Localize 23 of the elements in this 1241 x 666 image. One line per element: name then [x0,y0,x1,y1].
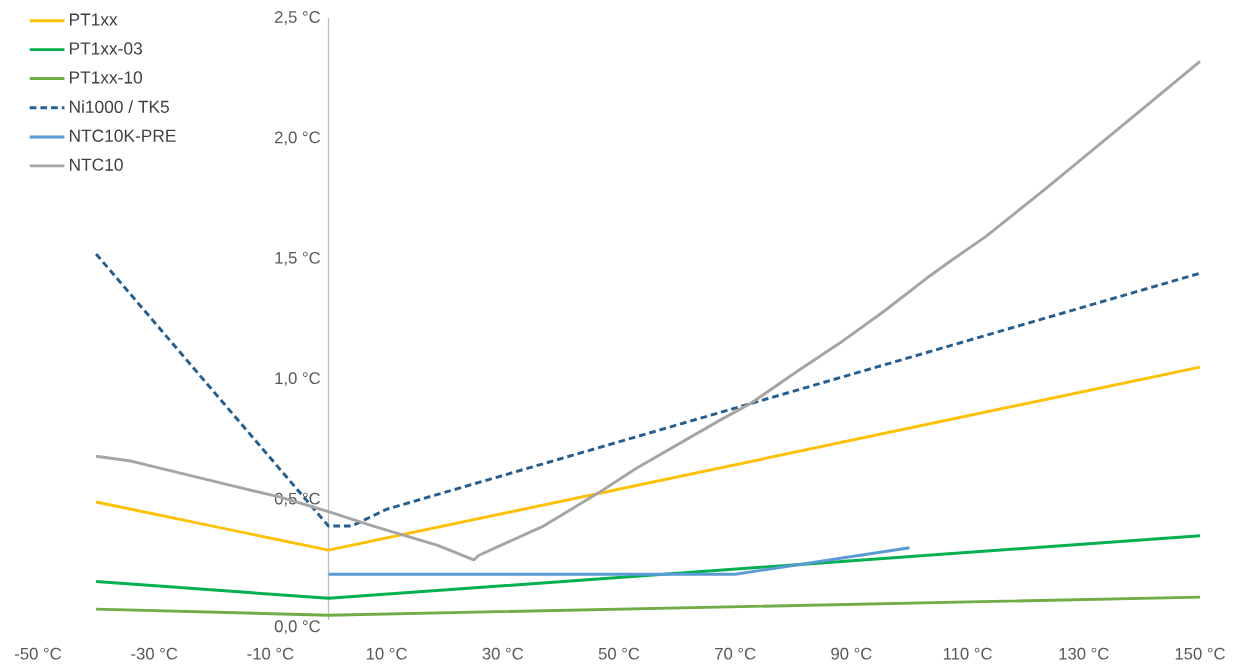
x-tick-label: 10 °C [366,647,407,660]
legend-label: PT1xx [69,13,118,26]
x-tick-label: 50 °C [598,647,640,660]
legend-label: PT1xx-03 [69,42,142,55]
x-tick-label: 90 °C [831,647,872,660]
y-tick-label: 1,0 °C [275,372,321,387]
x-tick-label: 130 °C [1059,647,1109,660]
line-series [94,252,1202,528]
y-tick-label: 1,5 °C [275,251,321,266]
x-tick-label: 110 °C [943,647,992,660]
x-tick-label: 70 °C [715,647,756,660]
legend-label: Ni1000 / TK5 [69,100,169,113]
y-tick-label: 0,0 °C [274,620,321,635]
x-tick-label: -10 °C [247,647,294,660]
x-tick-label: 30 °C [482,647,524,660]
y-tick-label: 2,5 °C [275,11,321,25]
x-tick-label: 150 °C [1175,647,1225,660]
x-tick-label: -50 °C [15,647,62,660]
legend-label: PT1xx-10 [69,71,143,84]
x-tick-label: -30 °C [131,647,178,660]
legend-label: NTC10K-PRE [69,129,176,142]
y-tick-label: 2,0 °C [275,131,321,146]
legend-label: NTC10 [69,158,123,171]
